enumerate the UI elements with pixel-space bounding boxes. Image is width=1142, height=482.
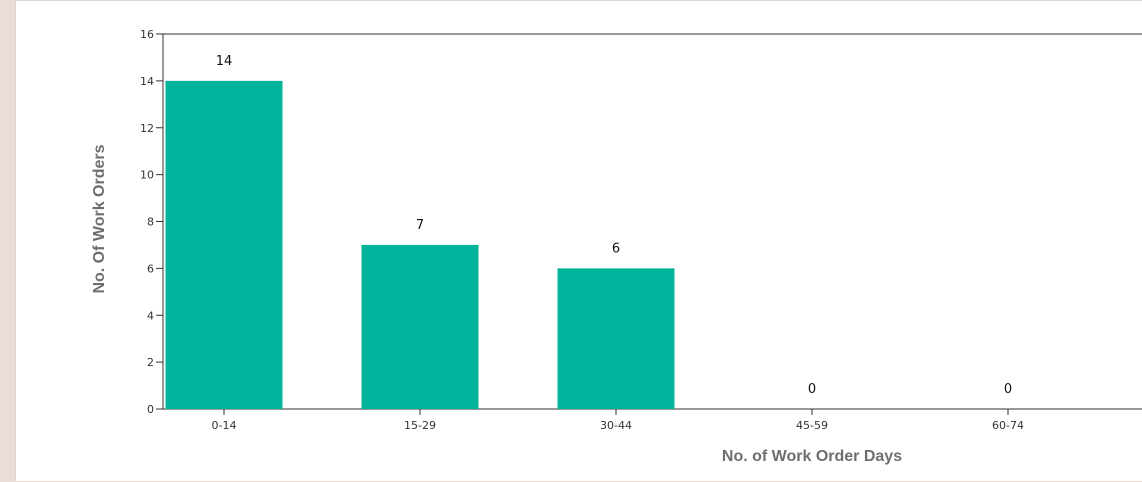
- y-tick-label: 16: [140, 28, 154, 41]
- data-labels: 14 7 6 0 0: [216, 54, 1012, 397]
- y-axis-title: No. Of Work Orders: [91, 144, 108, 293]
- bar-value-label: 6: [612, 241, 620, 256]
- y-tick-label: 12: [140, 122, 154, 135]
- y-axis: 0 2 4 6 8 10 12 14 16: [140, 28, 1142, 416]
- bars: [165, 80, 675, 409]
- y-tick-label: 2: [147, 356, 154, 369]
- x-tick-label: 15-29: [404, 419, 436, 432]
- bar-chart: 0 2 4 6 8 10 12 14 16 0-14 15-29 30-44 45-59 60-74 1…: [91, 28, 1142, 465]
- y-tick-label: 10: [140, 169, 154, 182]
- bar: [361, 244, 479, 409]
- y-tick-label: 8: [147, 216, 154, 229]
- x-tick-label: 45-59: [796, 419, 828, 432]
- y-tick-label: 4: [147, 309, 154, 322]
- chart-panel: 0 2 4 6 8 10 12 14 16 0-14 15-29 30-44 45-59 60-74 1…: [15, 0, 1142, 481]
- bar-value-label: 0: [808, 382, 816, 397]
- bar-value-label: 7: [416, 218, 424, 233]
- y-tick-label: 6: [147, 262, 154, 275]
- x-tick-label: 30-44: [600, 419, 632, 432]
- bar-value-label: 0: [1004, 382, 1012, 397]
- x-axis-title: No. of Work Order Days: [722, 448, 902, 465]
- bar-value-label: 14: [216, 54, 233, 69]
- y-tick-label: 0: [147, 403, 154, 416]
- bar: [557, 268, 675, 409]
- x-tick-label: 60-74: [992, 419, 1024, 432]
- x-axis: 0-14 15-29 30-44 45-59 60-74: [163, 408, 1142, 432]
- x-tick-label: 0-14: [212, 419, 237, 432]
- bar: [165, 80, 283, 409]
- y-tick-label: 14: [140, 75, 154, 88]
